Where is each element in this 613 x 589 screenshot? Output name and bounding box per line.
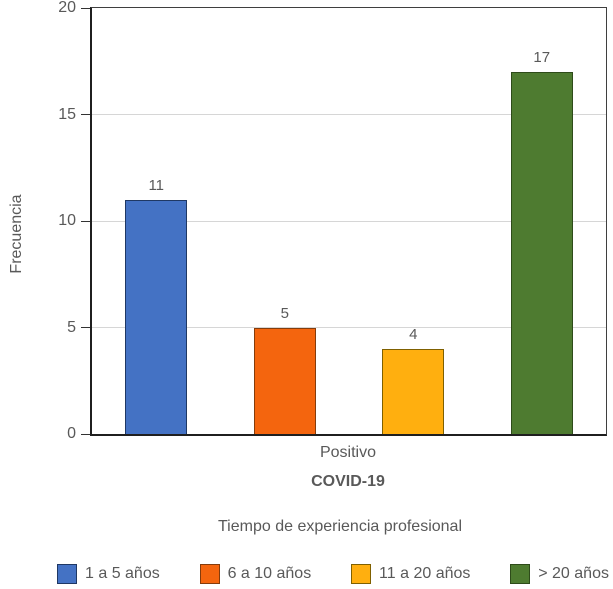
legend-swatch-icon xyxy=(199,564,220,584)
y-tick-label-10: 10 xyxy=(58,212,76,229)
legend-swatch-icon xyxy=(57,564,77,584)
legend-item-4: > 20 años xyxy=(510,564,609,584)
legend-title: Tiempo de experiencia profesional xyxy=(218,518,462,535)
y-tick-mark-5 xyxy=(81,327,90,328)
bar-6 a 10 años xyxy=(253,327,316,434)
gridline-y-10 xyxy=(92,220,606,222)
y-tick-label-15: 15 xyxy=(58,105,76,123)
legend-label: 6 a 10 años xyxy=(227,565,312,582)
legend-label: > 20 años xyxy=(538,565,609,582)
bar-11 a 20 años xyxy=(382,348,445,434)
bar-value-label: 5 xyxy=(280,304,289,322)
y-tick-mark-20 xyxy=(81,7,90,9)
legend-swatch-icon xyxy=(351,564,372,584)
bar-value-label: 4 xyxy=(409,325,418,343)
bar-1 a 5 años xyxy=(125,199,188,434)
bar-value-label: 17 xyxy=(533,48,551,66)
bar-> 20 años xyxy=(510,71,573,434)
y-tick-label-0: 0 xyxy=(67,425,76,442)
gridline-y-5 xyxy=(92,327,606,328)
x-axis-title: COVID-19 xyxy=(311,473,385,490)
y-tick-mark-10 xyxy=(81,220,90,222)
x-category-label: Positivo xyxy=(319,444,377,461)
y-axis-title: Frecuencia xyxy=(8,194,25,274)
legend-label: 1 a 5 años xyxy=(85,565,160,582)
legend-label: 11 a 20 años xyxy=(379,565,471,582)
legend-swatch-icon xyxy=(510,564,531,584)
y-tick-label-20: 20 xyxy=(58,0,76,16)
legend: 1 a 5 años 6 a 10 años 11 a 20 años > 20 añ… xyxy=(57,562,609,586)
gridline-y-15 xyxy=(92,114,606,115)
plot-area: 0 5 10 15 20 11 5 4 17 xyxy=(58,0,607,442)
y-tick-label-5: 5 xyxy=(67,318,76,336)
legend-item-2: 6 a 10 años xyxy=(199,564,312,584)
legend-item-1: 1 a 5 años xyxy=(57,564,160,584)
y-tick-mark-15 xyxy=(81,114,90,115)
legend-item-3: 11 a 20 años xyxy=(351,564,470,584)
y-tick-mark-0 xyxy=(81,433,90,435)
bar-value-label: 11 xyxy=(148,176,165,194)
